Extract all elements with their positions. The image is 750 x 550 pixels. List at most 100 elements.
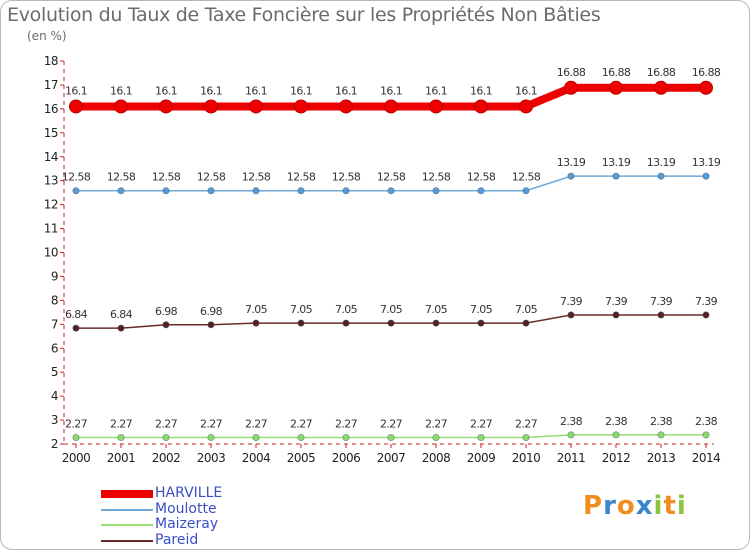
data-point: [432, 187, 440, 195]
x-tick-label: 2011: [557, 451, 586, 465]
data-point: [612, 311, 620, 319]
logo-letter: i: [653, 491, 664, 521]
data-label: 7.05: [290, 303, 313, 316]
data-point: [117, 187, 125, 195]
data-label: 12.58: [242, 171, 271, 184]
data-point: [297, 187, 305, 195]
data-label: 16.1: [425, 84, 447, 97]
data-point: [297, 433, 305, 442]
data-point: [207, 187, 215, 195]
data-label: 16.1: [515, 84, 537, 97]
logo-letter: i: [676, 491, 687, 521]
data-point: [654, 80, 668, 95]
data-point: [702, 431, 710, 439]
logo-letter: r: [603, 491, 617, 521]
logo-letter: P: [583, 491, 604, 521]
data-point: [522, 187, 530, 195]
data-point: [612, 431, 620, 439]
data-label: 2.27: [245, 418, 268, 431]
data-point: [609, 80, 623, 95]
data-label: 16.88: [647, 66, 676, 79]
data-point: [567, 172, 575, 180]
data-label: 16.1: [470, 84, 492, 97]
series-moulotte: 12.58 12.58 12.58 12.58 12.58 12.58 12.58 12.58…: [62, 156, 721, 195]
data-point: [702, 172, 710, 180]
data-label: 16.1: [245, 84, 267, 97]
data-label: 7.39: [695, 295, 718, 308]
data-point: [699, 80, 713, 95]
data-label: 2.27: [110, 418, 133, 431]
data-point: [477, 433, 485, 442]
data-label: 12.58: [422, 171, 451, 184]
y-axis-unit-label: (en %): [27, 29, 67, 43]
data-label: 7.05: [515, 303, 538, 316]
x-tick-label: 2006: [332, 451, 361, 465]
data-label: 2.27: [155, 418, 178, 431]
y-tick-label: 12: [44, 198, 58, 212]
data-label: 2.38: [560, 415, 583, 428]
data-point: [297, 319, 305, 327]
data-label: 12.58: [197, 171, 226, 184]
data-point: [657, 431, 665, 439]
x-tick-label: 2005: [287, 451, 316, 465]
data-label: 16.1: [65, 84, 87, 97]
data-point: [162, 321, 170, 329]
y-tick-label: 18: [44, 54, 58, 68]
data-label: 7.05: [380, 303, 403, 316]
data-point: [114, 99, 128, 114]
y-tick-label: 14: [44, 150, 58, 164]
data-label: 12.58: [512, 171, 541, 184]
data-label: 16.1: [200, 84, 222, 97]
x-tick-label: 2012: [602, 451, 631, 465]
data-label: 16.1: [380, 84, 402, 97]
data-label: 16.1: [155, 84, 177, 97]
data-label: 12.58: [62, 171, 91, 184]
x-tick-label: 2007: [377, 451, 406, 465]
data-label: 12.58: [287, 171, 316, 184]
data-point: [252, 187, 260, 195]
y-tick-label: 2: [51, 437, 58, 451]
data-label: 12.58: [107, 171, 136, 184]
data-point: [432, 319, 440, 327]
data-label: 6.84: [110, 308, 133, 321]
data-point: [252, 319, 260, 327]
logo-letter: o: [616, 491, 636, 521]
data-label: 12.58: [377, 171, 406, 184]
data-point: [117, 324, 125, 332]
legend-swatch: [101, 539, 153, 542]
data-label: 12.58: [332, 171, 361, 184]
x-tick-label: 2003: [197, 451, 226, 465]
data-label: 7.39: [560, 295, 583, 308]
y-tick-label: 9: [51, 269, 58, 283]
data-label: 2.38: [650, 415, 673, 428]
x-tick-label: 2010: [512, 451, 541, 465]
data-point: [252, 433, 260, 442]
data-point: [564, 80, 578, 95]
legend-label: Moulotte: [155, 500, 217, 517]
data-label: 7.39: [605, 295, 628, 308]
data-point: [342, 319, 350, 327]
data-label: 16.1: [290, 84, 312, 97]
y-tick-label: 7: [51, 317, 58, 331]
legend-label: Maizeray: [155, 516, 219, 532]
x-tick-label: 2001: [107, 451, 136, 465]
y-tick-label: 3: [51, 413, 58, 427]
data-label: 16.1: [335, 84, 357, 97]
data-label: 13.19: [647, 156, 676, 169]
data-label: 16.1: [110, 84, 132, 97]
data-label: 2.27: [515, 418, 538, 431]
series-maizeray: 2.27 2.27 2.27 2.27 2.27 2.27 2.27 2.27 2.27 2.27…: [65, 415, 718, 442]
data-point: [162, 187, 170, 195]
x-tick-label: 2008: [422, 451, 451, 465]
y-tick-label: 11: [44, 222, 58, 236]
data-label: 7.05: [245, 303, 268, 316]
data-label: 6.98: [200, 305, 223, 318]
data-point: [522, 433, 530, 442]
data-point: [342, 433, 350, 442]
data-label: 13.19: [602, 156, 631, 169]
data-point: [69, 99, 83, 114]
legend-item: Maizeray: [101, 516, 301, 533]
legend-swatch: [101, 524, 153, 526]
data-point: [384, 99, 398, 114]
